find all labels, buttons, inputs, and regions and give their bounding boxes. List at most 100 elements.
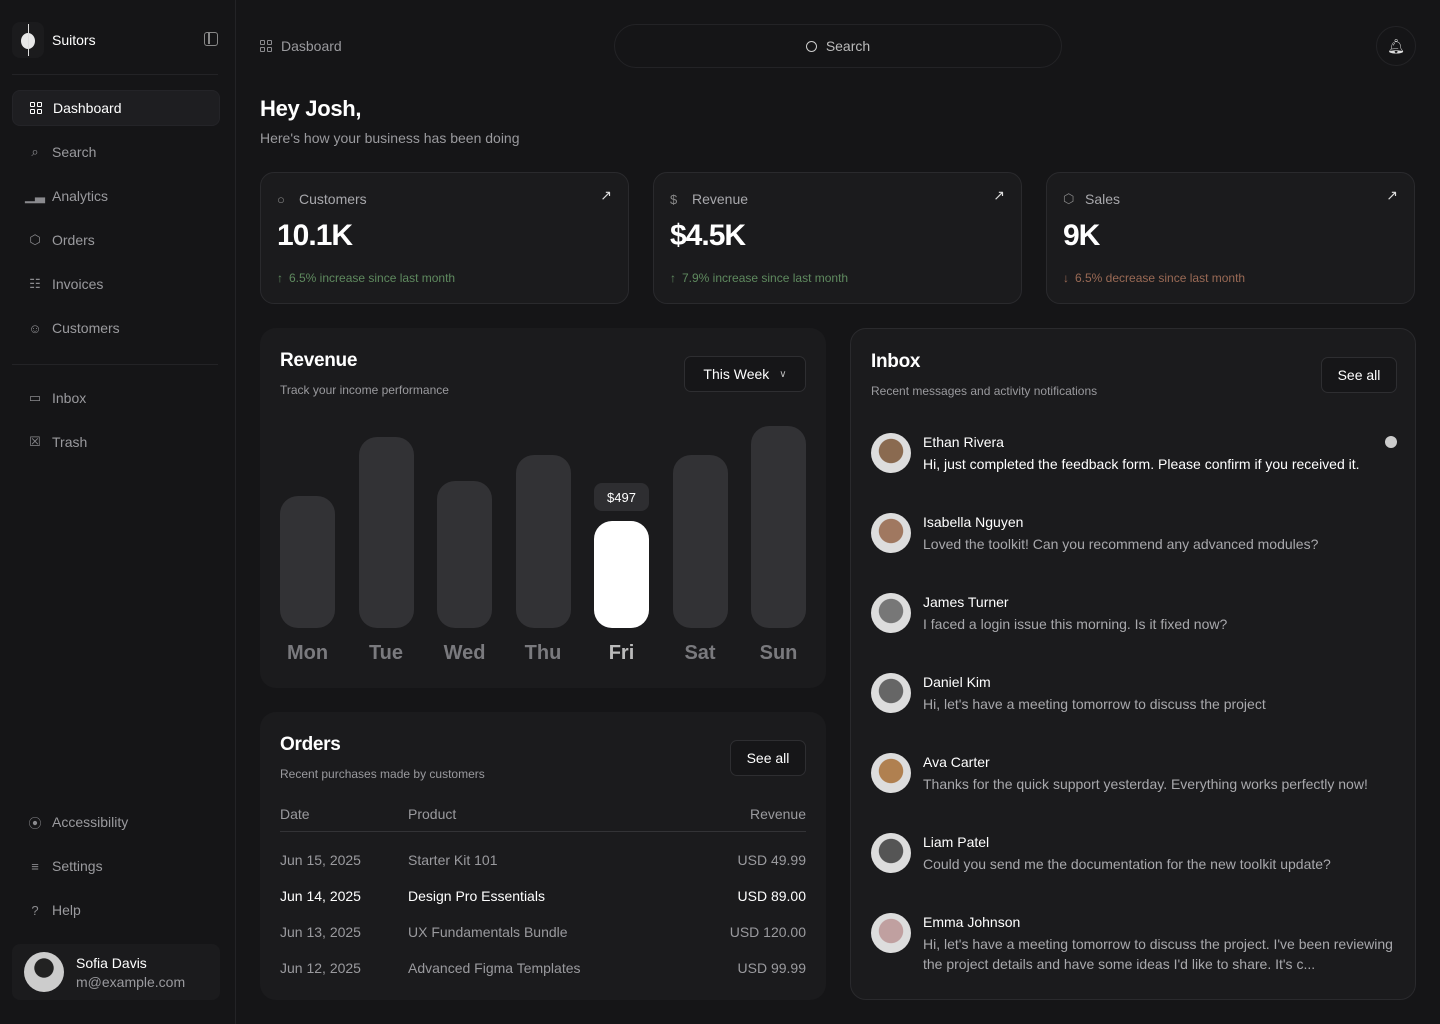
sidebar-item-invoices[interactable]: ☷ Invoices xyxy=(12,266,220,302)
bar-sat[interactable] xyxy=(672,454,728,628)
grid-icon xyxy=(260,40,272,52)
list-item[interactable]: Isabella Nguyen Loved the toolkit! Can y… xyxy=(871,509,1397,569)
sidebar-item-dashboard[interactable]: Dashboard xyxy=(12,90,220,126)
sidebar-item-label: Customers xyxy=(52,320,120,336)
stat-card-customers[interactable]: ○ Customers ↗ 10.1K ↑ 6.5% increase since … xyxy=(260,172,629,304)
order-revenue: USD 89.00 xyxy=(737,888,806,904)
x-tick-label: Thu xyxy=(524,642,562,664)
message-preview: Thanks for the quick support yesterday. … xyxy=(923,776,1368,792)
orders-subtitle: Recent purchases made by customers xyxy=(280,767,485,781)
bar-sun[interactable] xyxy=(751,426,806,628)
sender-name: Daniel Kim xyxy=(923,674,991,690)
list-item[interactable]: James Turner I faced a login issue this … xyxy=(871,589,1397,649)
sidebar-item-label: Help xyxy=(52,902,81,918)
order-revenue: USD 99.99 xyxy=(737,960,806,976)
bar-tue[interactable] xyxy=(358,437,414,628)
sliders-icon: ≡ xyxy=(31,858,39,874)
message-preview: Hi, let's have a meeting tomorrow to dis… xyxy=(923,696,1266,712)
sidebar-item-inbox[interactable]: ▭ Inbox xyxy=(12,380,220,416)
user-email: m@example.com xyxy=(76,973,186,990)
stat-value: 9K xyxy=(1063,219,1100,252)
stat-card-sales[interactable]: ⬡ Sales ↗ 9K ↓ 6.5% decrease since last mo… xyxy=(1046,172,1415,304)
file-icon: ☷ xyxy=(29,276,41,291)
list-item[interactable]: Ethan Rivera Hi, just completed the feed… xyxy=(871,429,1397,489)
revenue-subtitle: Track your income performance xyxy=(280,383,449,397)
sidebar-item-label: Invoices xyxy=(52,276,104,292)
column-header-date: Date xyxy=(280,806,310,822)
logo xyxy=(12,22,44,58)
inbox-see-all-button[interactable]: See all xyxy=(1321,357,1397,393)
bar-wed[interactable] xyxy=(437,480,492,628)
revenue-title: Revenue xyxy=(280,350,358,371)
search-icon xyxy=(805,40,817,52)
bar-tooltip: $497 xyxy=(594,483,649,511)
table-row[interactable]: Jun 14, 2025 Design Pro Essentials USD 8… xyxy=(280,888,806,908)
x-tick-label: Sun xyxy=(759,642,798,664)
avatar xyxy=(871,913,911,953)
period-value: This Week xyxy=(703,366,770,382)
inbox-subtitle: Recent messages and activity notificatio… xyxy=(871,384,1098,398)
table-row[interactable]: Jun 13, 2025 UX Fundamentals Bundle USD … xyxy=(280,924,806,944)
arrow-up-icon: ↑ xyxy=(277,271,283,285)
inbox-panel: Inbox Recent messages and activity notif… xyxy=(850,328,1416,1000)
stat-card-revenue[interactable]: $ Revenue ↗ $4.5K ↑ 7.9% increase since la… xyxy=(653,172,1022,304)
divider xyxy=(280,831,806,832)
notifications-button[interactable]: 🔔︎ xyxy=(1376,26,1416,66)
list-item[interactable]: Ava Carter Thanks for the quick support … xyxy=(871,749,1397,809)
sidebar-item-settings[interactable]: ≡ Settings xyxy=(12,848,220,884)
search-input[interactable]: Search xyxy=(614,24,1062,68)
help-icon: ? xyxy=(31,902,39,918)
stat-label: Sales xyxy=(1085,191,1121,207)
divider xyxy=(12,364,218,365)
user-profile[interactable]: Sofia Davis m@example.com xyxy=(12,944,220,1000)
column-header-revenue: Revenue xyxy=(749,806,806,822)
search-placeholder: Search xyxy=(825,38,871,54)
message-preview: Loved the toolkit! Can you recommend any… xyxy=(923,536,1319,552)
table-row[interactable]: Jun 12, 2025 Advanced Figma Templates US… xyxy=(280,960,806,980)
orders-title: Orders xyxy=(280,734,341,755)
arrow-down-icon: ↓ xyxy=(1063,271,1069,285)
bar-fri[interactable] xyxy=(594,521,649,628)
stat-value: 10.1K xyxy=(277,219,353,252)
avatar xyxy=(871,673,911,713)
user-name: Sofia Davis xyxy=(76,954,147,971)
orders-see-all-button[interactable]: See all xyxy=(730,740,806,776)
table-row[interactable]: Jun 15, 2025 Starter Kit 101 USD 49.99 xyxy=(280,852,806,872)
sender-name: Emma Johnson xyxy=(923,914,1021,930)
sender-name: Ava Carter xyxy=(923,754,990,770)
sidebar-item-analytics[interactable]: ▁▃ Analytics xyxy=(12,178,220,214)
bar-mon[interactable] xyxy=(280,496,335,628)
sidebar-toggle-icon[interactable] xyxy=(204,32,218,46)
package-icon: ⬡ xyxy=(1063,191,1075,206)
sidebar-item-orders[interactable]: ⬡ Orders xyxy=(12,222,220,258)
list-item[interactable]: Daniel Kim Hi, let's have a meeting tomo… xyxy=(871,669,1397,729)
sidebar-item-label: Analytics xyxy=(52,188,109,204)
period-select[interactable]: This Week ∨ xyxy=(684,356,806,392)
sidebar-item-search[interactable]: ⌕ Search xyxy=(12,134,220,170)
arrow-up-right-icon[interactable]: ↗ xyxy=(993,187,1005,203)
sidebar-item-help[interactable]: ? Help xyxy=(12,892,220,928)
brand[interactable]: Suitors xyxy=(12,22,96,58)
x-tick-label: Sat xyxy=(684,642,716,664)
order-date: Jun 15, 2025 xyxy=(280,852,361,868)
list-item[interactable]: Emma Johnson Hi, let's have a meeting to… xyxy=(871,909,1397,972)
arrow-up-right-icon[interactable]: ↗ xyxy=(600,187,612,203)
sidebar-item-trash[interactable]: ☒ Trash xyxy=(12,424,220,460)
message-preview: Hi, just completed the feedback form. Pl… xyxy=(923,456,1360,472)
breadcrumb[interactable]: Dasboard xyxy=(260,38,342,54)
stat-change: 7.9% increase since last month xyxy=(682,271,849,285)
x-tick-label: Fri xyxy=(608,642,635,664)
sidebar-item-label: Settings xyxy=(52,858,103,874)
message-preview: Could you send me the documentation for … xyxy=(923,856,1331,872)
sidebar-item-customers[interactable]: ☺ Customers xyxy=(12,310,220,346)
bar-thu[interactable] xyxy=(515,454,571,628)
message-preview: I faced a login issue this morning. Is i… xyxy=(923,616,1228,632)
arrow-up-right-icon[interactable]: ↗ xyxy=(1386,187,1398,203)
sidebar-item-label: Search xyxy=(52,144,97,160)
page-subtitle: Here's how your business has been doing xyxy=(260,130,520,146)
stat-change: 6.5% decrease since last month xyxy=(1075,271,1246,285)
search-icon: ⌕ xyxy=(31,144,39,159)
inbox-title: Inbox xyxy=(871,351,921,372)
list-item[interactable]: Liam Patel Could you send me the documen… xyxy=(871,829,1397,889)
sidebar-item-accessibility[interactable]: ⦿ Accessibility xyxy=(12,804,220,840)
